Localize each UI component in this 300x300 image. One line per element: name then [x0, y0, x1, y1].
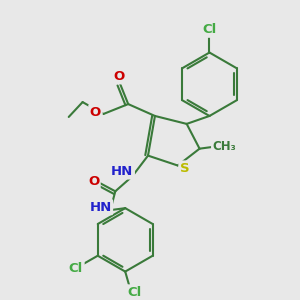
Text: Cl: Cl — [127, 286, 141, 299]
Text: O: O — [90, 106, 101, 118]
Text: O: O — [114, 70, 125, 83]
Text: CH₃: CH₃ — [212, 140, 236, 153]
Text: Cl: Cl — [202, 23, 217, 36]
Text: O: O — [88, 175, 99, 188]
Text: HN: HN — [89, 201, 112, 214]
Text: S: S — [180, 162, 190, 175]
Text: HN: HN — [111, 165, 134, 178]
Text: Cl: Cl — [69, 262, 83, 275]
